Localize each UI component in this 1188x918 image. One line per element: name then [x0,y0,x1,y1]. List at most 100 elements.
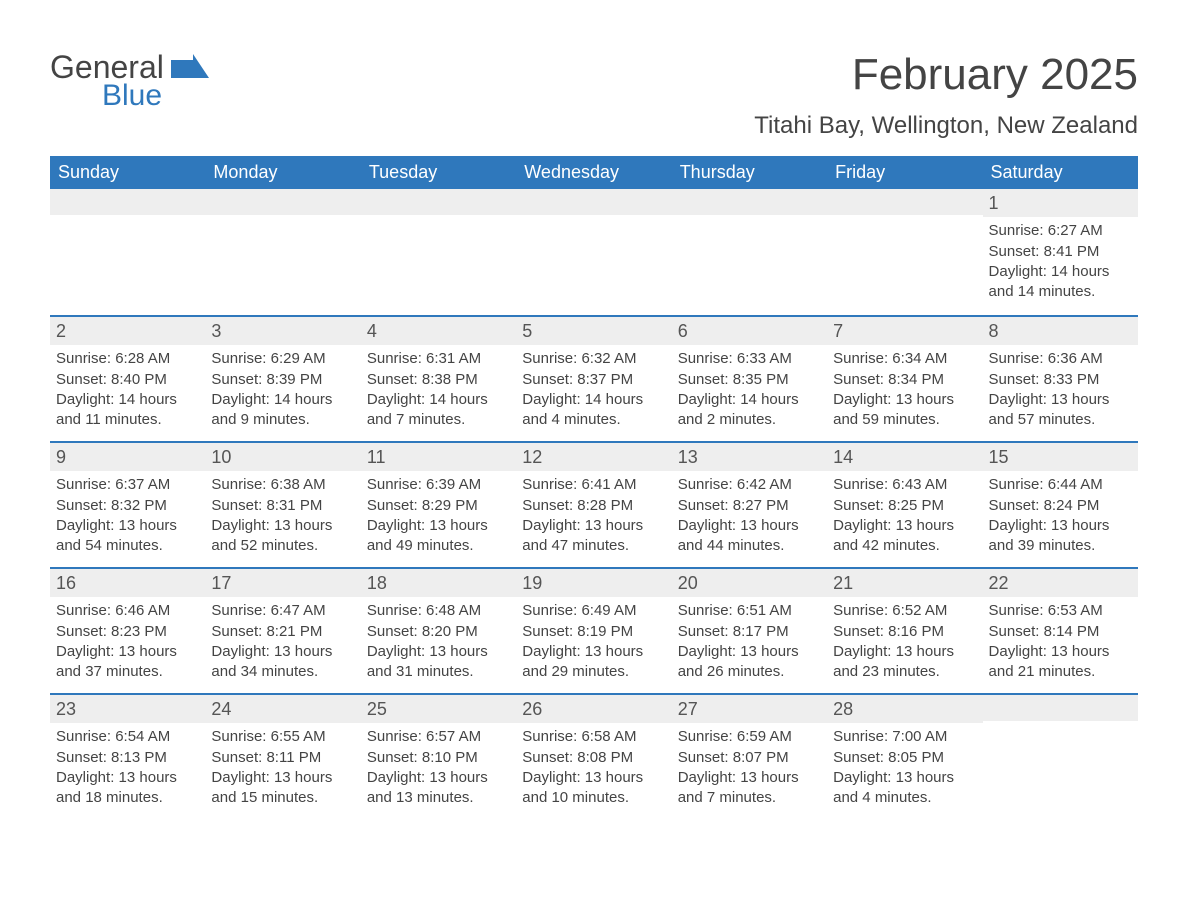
day-cell: 12Sunrise: 6:41 AMSunset: 8:28 PMDayligh… [516,443,671,567]
day-number: 17 [205,569,360,597]
sunset-text: Sunset: 8:34 PM [833,370,976,390]
sunset-text: Sunset: 8:17 PM [678,622,821,642]
sunset-text: Sunset: 8:40 PM [56,370,199,390]
day-number: 11 [361,443,516,471]
daylight-text: Daylight: 14 hours and 2 minutes. [678,390,821,431]
daylight-text: Daylight: 13 hours and 59 minutes. [833,390,976,431]
day-cell: 11Sunrise: 6:39 AMSunset: 8:29 PMDayligh… [361,443,516,567]
day-number: 26 [516,695,671,723]
day-cell [50,189,205,315]
day-body: Sunrise: 6:39 AMSunset: 8:29 PMDaylight:… [361,471,516,566]
sunrise-text: Sunrise: 6:47 AM [211,601,354,621]
location: Titahi Bay, Wellington, New Zealand [754,112,1138,140]
sunset-text: Sunset: 8:41 PM [989,242,1132,262]
sunset-text: Sunset: 8:39 PM [211,370,354,390]
day-number: 18 [361,569,516,597]
sunset-text: Sunset: 8:28 PM [522,496,665,516]
sunrise-text: Sunrise: 6:43 AM [833,475,976,495]
day-cell: 25Sunrise: 6:57 AMSunset: 8:10 PMDayligh… [361,695,516,819]
week-row: 23Sunrise: 6:54 AMSunset: 8:13 PMDayligh… [50,693,1138,819]
day-number: 4 [361,317,516,345]
daylight-text: Daylight: 13 hours and 57 minutes. [989,390,1132,431]
daylight-text: Daylight: 13 hours and 26 minutes. [678,642,821,683]
day-body: Sunrise: 6:43 AMSunset: 8:25 PMDaylight:… [827,471,982,566]
sunrise-text: Sunrise: 6:39 AM [367,475,510,495]
sunrise-text: Sunrise: 6:48 AM [367,601,510,621]
sunrise-text: Sunrise: 6:57 AM [367,727,510,747]
sunrise-text: Sunrise: 6:28 AM [56,349,199,369]
day-cell: 1Sunrise: 6:27 AMSunset: 8:41 PMDaylight… [983,189,1138,315]
day-cell: 17Sunrise: 6:47 AMSunset: 8:21 PMDayligh… [205,569,360,693]
sunrise-text: Sunrise: 7:00 AM [833,727,976,747]
sunrise-text: Sunrise: 6:53 AM [989,601,1132,621]
weekday-label: Thursday [672,156,827,189]
daylight-text: Daylight: 13 hours and 42 minutes. [833,516,976,557]
daylight-text: Daylight: 13 hours and 47 minutes. [522,516,665,557]
sunrise-text: Sunrise: 6:54 AM [56,727,199,747]
daylight-text: Daylight: 13 hours and 54 minutes. [56,516,199,557]
day-number [50,189,205,215]
day-number: 8 [983,317,1138,345]
daylight-text: Daylight: 13 hours and 10 minutes. [522,768,665,809]
day-body: Sunrise: 6:59 AMSunset: 8:07 PMDaylight:… [672,723,827,818]
day-body: Sunrise: 6:51 AMSunset: 8:17 PMDaylight:… [672,597,827,692]
week-row: 9Sunrise: 6:37 AMSunset: 8:32 PMDaylight… [50,441,1138,567]
day-body: Sunrise: 6:48 AMSunset: 8:20 PMDaylight:… [361,597,516,692]
sunrise-text: Sunrise: 6:51 AM [678,601,821,621]
day-number [516,189,671,215]
daylight-text: Daylight: 13 hours and 29 minutes. [522,642,665,683]
day-number: 20 [672,569,827,597]
sunset-text: Sunset: 8:10 PM [367,748,510,768]
weekday-label: Saturday [983,156,1138,189]
week-row: 1Sunrise: 6:27 AMSunset: 8:41 PMDaylight… [50,189,1138,315]
sunset-text: Sunset: 8:08 PM [522,748,665,768]
day-body [50,215,205,229]
day-cell: 5Sunrise: 6:32 AMSunset: 8:37 PMDaylight… [516,317,671,441]
day-cell: 20Sunrise: 6:51 AMSunset: 8:17 PMDayligh… [672,569,827,693]
daylight-text: Daylight: 13 hours and 23 minutes. [833,642,976,683]
day-number [827,189,982,215]
daylight-text: Daylight: 14 hours and 9 minutes. [211,390,354,431]
sunset-text: Sunset: 8:32 PM [56,496,199,516]
day-body: Sunrise: 6:52 AMSunset: 8:16 PMDaylight:… [827,597,982,692]
day-body [516,215,671,229]
sunset-text: Sunset: 8:20 PM [367,622,510,642]
daylight-text: Daylight: 13 hours and 44 minutes. [678,516,821,557]
daylight-text: Daylight: 13 hours and 52 minutes. [211,516,354,557]
title-block: February 2025 Titahi Bay, Wellington, Ne… [754,50,1138,140]
day-number: 10 [205,443,360,471]
logo-word2: Blue [102,79,209,113]
sunrise-text: Sunrise: 6:27 AM [989,221,1132,241]
day-body: Sunrise: 6:34 AMSunset: 8:34 PMDaylight:… [827,345,982,440]
sunset-text: Sunset: 8:38 PM [367,370,510,390]
day-cell [827,189,982,315]
day-number: 13 [672,443,827,471]
day-body: Sunrise: 6:31 AMSunset: 8:38 PMDaylight:… [361,345,516,440]
day-body: Sunrise: 6:47 AMSunset: 8:21 PMDaylight:… [205,597,360,692]
sunset-text: Sunset: 8:21 PM [211,622,354,642]
day-cell: 8Sunrise: 6:36 AMSunset: 8:33 PMDaylight… [983,317,1138,441]
sunset-text: Sunset: 8:37 PM [522,370,665,390]
daylight-text: Daylight: 13 hours and 13 minutes. [367,768,510,809]
daylight-text: Daylight: 13 hours and 49 minutes. [367,516,510,557]
day-body: Sunrise: 6:32 AMSunset: 8:37 PMDaylight:… [516,345,671,440]
sunrise-text: Sunrise: 6:33 AM [678,349,821,369]
sunset-text: Sunset: 8:25 PM [833,496,976,516]
day-number: 1 [983,189,1138,217]
sunset-text: Sunset: 8:31 PM [211,496,354,516]
day-cell: 7Sunrise: 6:34 AMSunset: 8:34 PMDaylight… [827,317,982,441]
day-cell: 13Sunrise: 6:42 AMSunset: 8:27 PMDayligh… [672,443,827,567]
day-body: Sunrise: 6:28 AMSunset: 8:40 PMDaylight:… [50,345,205,440]
day-number: 12 [516,443,671,471]
day-cell [205,189,360,315]
day-body: Sunrise: 6:57 AMSunset: 8:10 PMDaylight:… [361,723,516,818]
sunrise-text: Sunrise: 6:37 AM [56,475,199,495]
day-body: Sunrise: 6:46 AMSunset: 8:23 PMDaylight:… [50,597,205,692]
sunset-text: Sunset: 8:11 PM [211,748,354,768]
day-body: Sunrise: 6:58 AMSunset: 8:08 PMDaylight:… [516,723,671,818]
sunrise-text: Sunrise: 6:44 AM [989,475,1132,495]
weekday-header: Sunday Monday Tuesday Wednesday Thursday… [50,156,1138,189]
sunset-text: Sunset: 8:19 PM [522,622,665,642]
day-body: Sunrise: 6:42 AMSunset: 8:27 PMDaylight:… [672,471,827,566]
day-number: 9 [50,443,205,471]
